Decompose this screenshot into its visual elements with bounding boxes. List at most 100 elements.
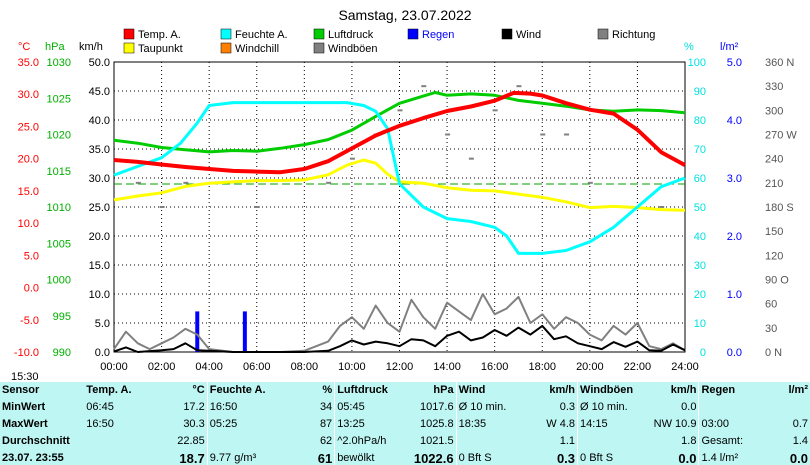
legend-swatch: [220, 28, 232, 40]
legend-swatch: [313, 28, 325, 40]
series-dewpoint: [113, 158, 686, 212]
tick-wind: 5.0: [95, 318, 110, 330]
tick-rain: 1.0: [727, 289, 742, 301]
stats-row: Durchschnitt 22.85 62 ^2.0hPa/h 1021.5 1…: [0, 433, 810, 450]
x-tick-label: 22:00: [624, 361, 652, 373]
stats-row: MaxWert 16:50 30.3 05:25 87 13:25 1025.8…: [0, 416, 810, 433]
tick-humidity: 100: [688, 57, 706, 69]
tick-wind: 0.0: [95, 347, 110, 359]
legend-swatch: [407, 28, 419, 40]
x-tick-label: 10:00: [338, 361, 366, 373]
hum-time: 9.77 g/m³: [209, 452, 257, 464]
stats-row: MinWert 06:45 17.2 16:50 34 05:45 1017.6…: [0, 399, 810, 416]
time-label: 15:30: [11, 371, 39, 383]
tick-humidity: 70: [694, 144, 706, 156]
temp-value: 30.3: [158, 416, 208, 433]
tick-direction: 60: [765, 299, 777, 311]
row-label: 23.07. 23:55: [2, 452, 64, 464]
direction-mark: [183, 181, 189, 184]
direction-mark: [159, 206, 165, 208]
tick-temp: 10.0: [18, 218, 39, 230]
wind-value: W 4.8: [522, 416, 579, 433]
legend-label: Luftdruck: [328, 29, 374, 41]
series-temperature: [113, 90, 686, 175]
stats-header-hum-unit: %: [282, 382, 336, 399]
legend-swatch: [501, 28, 513, 40]
tick-humidity: 20: [694, 289, 706, 301]
legend-label: Richtung: [612, 29, 655, 41]
tick-wind: 15.0: [89, 260, 110, 272]
rain-value: [766, 399, 810, 416]
tick-direction: 30: [765, 323, 777, 335]
axis-labels: 00:00 02:00 04:00 06:00 08:00 10:00 12:00 14:00…: [14, 41, 797, 373]
unit-rain: l/m²: [720, 41, 739, 53]
tick-direction: 300: [765, 105, 783, 117]
stats-header-temp-unit: °C: [158, 382, 208, 399]
gust-time: Ø 10 min.: [580, 401, 628, 413]
x-tick-label: 02:00: [148, 361, 176, 373]
tick-humidity: 50: [694, 202, 706, 214]
wind-time: [456, 433, 523, 450]
unit-wind: km/h: [79, 41, 103, 53]
unit-pressure: hPa: [45, 41, 65, 53]
direction-mark: [421, 85, 427, 88]
tick-direction: 240: [765, 154, 783, 166]
tick-humidity: 0: [700, 347, 706, 359]
tick-rain: 3.0: [727, 173, 742, 185]
wind-value: 1.1: [522, 433, 579, 450]
tick-direction: 150: [765, 226, 783, 238]
press-value: 1025.8: [401, 416, 457, 433]
tick-pressure: 1010: [47, 202, 71, 214]
gust-time: 14:15: [580, 418, 608, 430]
tick-rain: 2.0: [727, 231, 742, 243]
direction-mark: [254, 206, 260, 208]
series-gust: [113, 293, 686, 353]
temp-time: 06:45: [86, 401, 114, 413]
wind-time: 0 Bft S: [458, 452, 492, 464]
legend-label: Feuchte A.: [235, 29, 288, 41]
stats-row: 23.07. 23:55 18.7 9.77 g/m³ 61 bewölkt 1…: [0, 450, 810, 465]
tick-pressure: 1020: [47, 130, 71, 142]
x-tick-label: 08:00: [291, 361, 319, 373]
legend-label: Wind: [516, 29, 541, 41]
direction-mark: [135, 181, 141, 184]
tick-humidity: 40: [694, 231, 706, 243]
tick-temp: -5.0: [20, 315, 39, 327]
tick-direction: 120: [765, 250, 783, 262]
unit-temp: °C: [18, 41, 30, 53]
tick-wind: 10.0: [89, 289, 110, 301]
stats-header-wind-unit: km/h: [522, 382, 579, 399]
direction-mark: [587, 181, 593, 184]
tick-direction: 360 N: [765, 57, 794, 69]
wind-value: 0.3: [522, 450, 579, 465]
x-tick-label: 04:00: [195, 361, 223, 373]
tick-pressure: 1000: [47, 275, 71, 287]
hum-value: 61: [282, 450, 336, 465]
gust-value: 0.0: [644, 450, 700, 465]
tick-direction: 180 S: [765, 202, 794, 214]
press-time: 05:45: [337, 401, 365, 413]
series-wind: [113, 324, 686, 353]
legend-swatch: [123, 28, 135, 40]
row-label: MaxWert: [2, 418, 48, 430]
tick-rain: 5.0: [727, 57, 742, 69]
hum-time: 05:25: [209, 418, 238, 430]
gust-time: 0 Bft S: [580, 452, 614, 464]
tick-pressure: 1015: [47, 166, 71, 178]
press-value: 1021.5: [401, 433, 457, 450]
press-value: 1022.6: [401, 450, 457, 465]
temp-time: 16:50: [86, 418, 114, 430]
rain-time: 03:00: [701, 418, 729, 430]
tick-temp: 30.0: [18, 89, 39, 101]
press-value: 1017.6: [401, 399, 457, 416]
tick-direction: 330: [765, 81, 783, 93]
tick-pressure: 990: [53, 347, 71, 359]
tick-wind: 35.0: [89, 144, 110, 156]
gust-value: NW 10.9: [644, 416, 700, 433]
row-label: Durchschnitt: [2, 435, 70, 447]
rain-bar: [195, 311, 200, 352]
rain-bar: [242, 311, 247, 352]
tick-wind: 20.0: [89, 231, 110, 243]
gust-value: 1.8: [644, 433, 700, 450]
stats-header-rain-unit: l/m²: [788, 384, 808, 396]
